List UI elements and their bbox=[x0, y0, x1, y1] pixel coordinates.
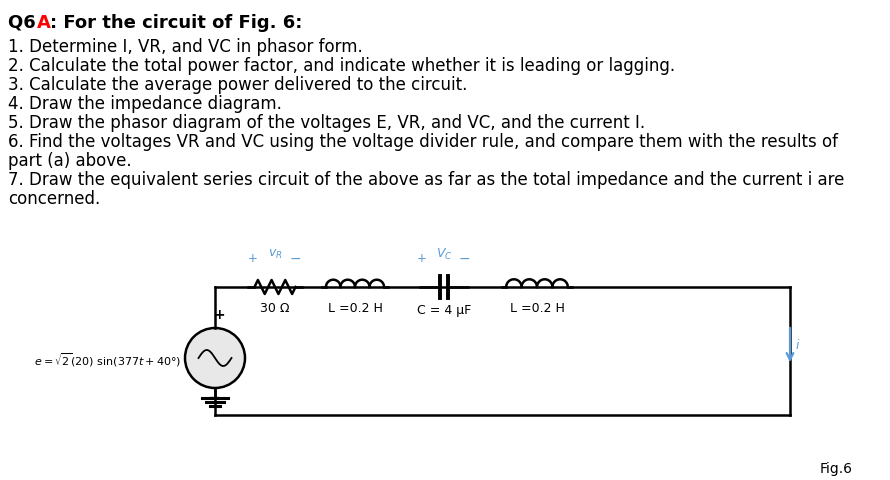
Text: C = 4 μF: C = 4 μF bbox=[417, 304, 471, 317]
Text: 30 Ω: 30 Ω bbox=[260, 302, 290, 315]
Text: −: − bbox=[289, 252, 301, 266]
Text: +: + bbox=[214, 308, 225, 322]
Text: +: + bbox=[248, 252, 258, 265]
Circle shape bbox=[185, 328, 245, 388]
Text: 4. Draw the impedance diagram.: 4. Draw the impedance diagram. bbox=[8, 95, 282, 113]
Text: 3. Calculate the average power delivered to the circuit.: 3. Calculate the average power delivered… bbox=[8, 76, 467, 94]
Text: $e = \sqrt{2}(20)\ \sin(377t + 40°)$: $e = \sqrt{2}(20)\ \sin(377t + 40°)$ bbox=[34, 351, 181, 369]
Text: concerned.: concerned. bbox=[8, 190, 101, 208]
Text: Fig.6: Fig.6 bbox=[820, 462, 853, 476]
Text: $V_C$: $V_C$ bbox=[436, 246, 452, 262]
Text: L =0.2 H: L =0.2 H bbox=[328, 302, 383, 315]
Text: 7. Draw the equivalent series circuit of the above as far as the total impedance: 7. Draw the equivalent series circuit of… bbox=[8, 171, 845, 189]
Text: −: − bbox=[458, 252, 470, 266]
Text: 2. Calculate the total power factor, and indicate whether it is leading or laggi: 2. Calculate the total power factor, and… bbox=[8, 57, 676, 75]
Text: L =0.2 H: L =0.2 H bbox=[510, 302, 564, 315]
Text: A: A bbox=[37, 14, 51, 32]
Text: 6. Find the voltages VR and VC using the voltage divider rule, and compare them : 6. Find the voltages VR and VC using the… bbox=[8, 133, 838, 151]
Text: Q6: Q6 bbox=[8, 14, 42, 32]
Text: −: − bbox=[207, 390, 221, 405]
Text: +: + bbox=[417, 252, 427, 265]
Text: 5. Draw the phasor diagram of the voltages E, VR, and VC, and the current I.: 5. Draw the phasor diagram of the voltag… bbox=[8, 114, 645, 132]
Text: $v_R$: $v_R$ bbox=[268, 248, 282, 261]
Text: 1. Determine I, VR, and VC in phasor form.: 1. Determine I, VR, and VC in phasor for… bbox=[8, 38, 363, 56]
Text: : For the circuit of Fig. 6:: : For the circuit of Fig. 6: bbox=[50, 14, 303, 32]
Text: $i$: $i$ bbox=[795, 338, 800, 352]
Text: part (a) above.: part (a) above. bbox=[8, 152, 132, 170]
